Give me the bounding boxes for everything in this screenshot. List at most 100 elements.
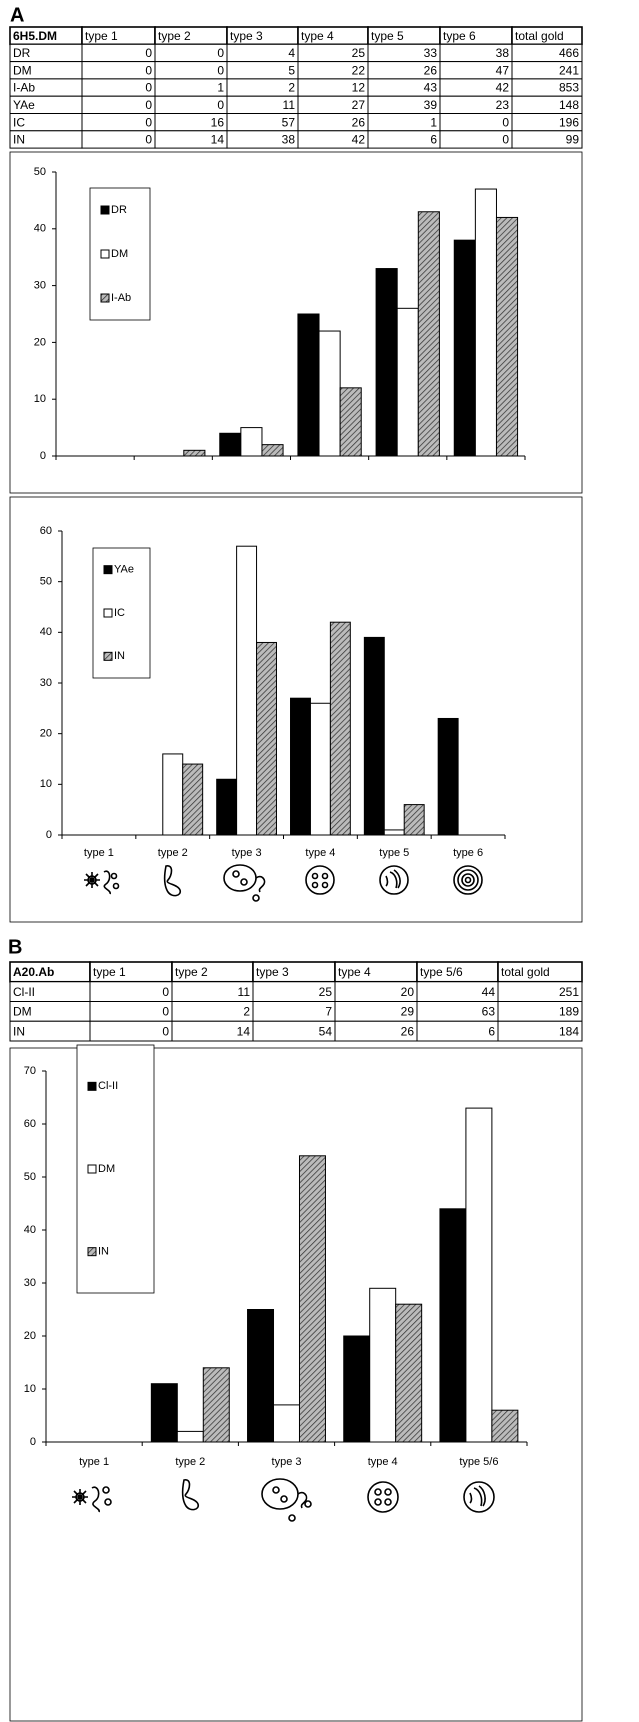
x-tick-label: type 1	[84, 847, 114, 859]
legend-swatch	[88, 1165, 96, 1173]
table-value: 38	[282, 133, 296, 147]
legend-swatch	[104, 566, 112, 574]
y-tick-label: 20	[24, 1330, 36, 1342]
table-value: 42	[352, 133, 366, 147]
y-tick-label: 60	[40, 525, 52, 537]
table-value: 0	[217, 46, 224, 60]
bar	[274, 1405, 300, 1442]
table-cell	[155, 44, 227, 61]
table-value: 0	[162, 1005, 169, 1019]
table-value: 26	[424, 63, 438, 77]
table-value: 7	[325, 1005, 332, 1019]
table-value: 196	[559, 115, 579, 129]
bar	[330, 622, 350, 835]
table-value: I-Ab	[13, 81, 35, 95]
table-value: 6	[430, 133, 437, 147]
table-cell	[82, 131, 155, 148]
table-value: 148	[559, 98, 579, 112]
table-value: 25	[352, 46, 366, 60]
table-value: 27	[352, 98, 366, 112]
bar	[496, 217, 517, 456]
table-value: 14	[211, 133, 225, 147]
table-cell	[440, 131, 512, 148]
y-tick-label: 70	[24, 1065, 36, 1077]
table-cell	[155, 62, 227, 79]
bar	[163, 754, 183, 835]
y-tick-label: 50	[24, 1171, 36, 1183]
table-value: 0	[162, 985, 169, 999]
table-value: 33	[424, 46, 438, 60]
table-cell	[155, 96, 227, 113]
bar	[319, 331, 340, 456]
legend-label: IC	[114, 607, 125, 619]
bar	[151, 1384, 177, 1442]
y-tick-label: 40	[40, 626, 52, 638]
table-value: 0	[162, 1024, 169, 1038]
bar	[298, 314, 319, 456]
table-cell	[82, 79, 155, 96]
y-tick-label: 10	[40, 778, 52, 790]
y-tick-label: 60	[24, 1118, 36, 1130]
table-value: 0	[217, 98, 224, 112]
bar	[454, 240, 475, 456]
x-tick-label: type 2	[175, 1456, 205, 1468]
table-cell	[90, 1021, 172, 1041]
table-cell	[417, 1021, 498, 1041]
table-value: 20	[401, 985, 415, 999]
x-tick-label: type 1	[79, 1456, 109, 1468]
table-value: 0	[217, 63, 224, 77]
table-value: 63	[482, 1005, 496, 1019]
x-tick-label: type 6	[453, 847, 483, 859]
table-cell	[368, 114, 440, 131]
table-value: 5	[288, 63, 295, 77]
table-header: type 1	[85, 29, 118, 43]
table-value: 853	[559, 81, 579, 95]
y-tick-label: 30	[24, 1277, 36, 1289]
table-value: 2	[243, 1005, 250, 1019]
bar	[475, 189, 496, 456]
table-value: 0	[145, 98, 152, 112]
y-tick-label: 50	[34, 166, 46, 178]
bar	[384, 830, 404, 835]
y-tick-label: 0	[46, 829, 52, 841]
x-tick-label: type 4	[305, 847, 335, 859]
table-header: type 6	[443, 29, 476, 43]
table-header: A20.Ab	[13, 965, 54, 979]
table-value: 0	[502, 115, 509, 129]
y-tick-label: 50	[40, 576, 52, 588]
legend-swatch	[101, 294, 109, 302]
table-value: IN	[13, 1024, 25, 1038]
table-header: 6H5.DM	[13, 29, 57, 43]
figure: A B 6H5.DMtype 1type 2type 3type 4type 5…	[0, 0, 639, 1722]
table-value: 184	[559, 1024, 579, 1038]
bar	[220, 433, 241, 456]
bar	[376, 269, 397, 456]
table-header: type 3	[256, 965, 289, 979]
table-value: 0	[502, 133, 509, 147]
table-value: IC	[13, 115, 25, 129]
table-cell	[82, 62, 155, 79]
table-value: DR	[13, 46, 31, 60]
table-value: 0	[145, 63, 152, 77]
table-value: 29	[401, 1005, 415, 1019]
bar	[404, 805, 424, 835]
bar	[237, 546, 257, 835]
bar	[418, 212, 439, 456]
panel-label: B	[8, 936, 22, 958]
table-value: 44	[482, 985, 496, 999]
x-tick-label: type 5	[379, 847, 409, 859]
table-header: type 5	[371, 29, 404, 43]
legend-swatch	[101, 250, 109, 258]
table-value: 43	[424, 81, 438, 95]
bar	[183, 764, 203, 835]
bar	[397, 308, 418, 456]
table-header: type 5/6	[420, 965, 463, 979]
y-tick-label: 10	[24, 1383, 36, 1395]
legend-swatch	[104, 652, 112, 660]
x-tick-label: type 3	[232, 847, 262, 859]
y-tick-label: 30	[34, 280, 46, 292]
table-cell	[90, 1002, 172, 1022]
table-value: 23	[496, 98, 510, 112]
table-header: type 2	[175, 965, 208, 979]
table-value: 26	[352, 115, 366, 129]
